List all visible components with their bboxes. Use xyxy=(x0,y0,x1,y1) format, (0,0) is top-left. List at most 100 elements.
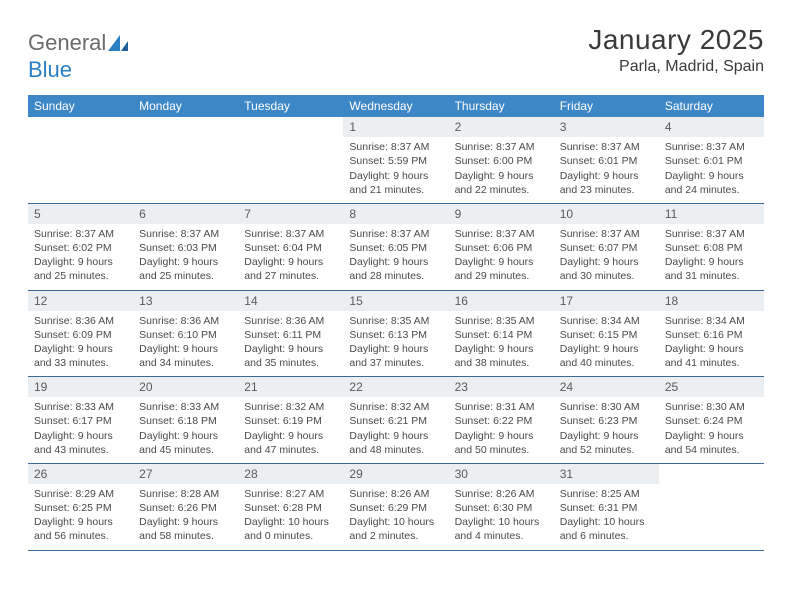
sunset-label: Sunset: xyxy=(455,242,491,254)
sunset-value: 5:59 PM xyxy=(388,155,427,167)
day-number: 4 xyxy=(659,117,764,137)
day-cell: .. xyxy=(133,117,238,203)
day-number: 25 xyxy=(659,377,764,397)
sunset-label: Sunset: xyxy=(244,415,280,427)
day-cell: 1Sunrise: 8:37 AMSunset: 5:59 PMDaylight… xyxy=(343,117,448,203)
dayhead-wed: Wednesday xyxy=(343,95,448,117)
day-number: 15 xyxy=(343,291,448,311)
day-number: 26 xyxy=(28,464,133,484)
sunrise-value: 8:37 AM xyxy=(601,228,640,240)
sunrise-label: Sunrise: xyxy=(665,315,704,327)
daylight-label: Daylight: xyxy=(244,256,285,268)
daylight-label: Daylight: xyxy=(139,430,180,442)
sunset-label: Sunset: xyxy=(349,329,385,341)
daylight-label: Daylight: xyxy=(665,343,706,355)
sunset-value: 6:14 PM xyxy=(493,329,532,341)
sunrise-label: Sunrise: xyxy=(244,315,283,327)
day-number: 7 xyxy=(238,204,343,224)
day-cell: 30Sunrise: 8:26 AMSunset: 6:30 PMDayligh… xyxy=(449,464,554,550)
sunset-value: 6:07 PM xyxy=(598,242,637,254)
daylight-label: Daylight: xyxy=(560,170,601,182)
title-block: January 2025 Parla, Madrid, Spain xyxy=(588,24,764,76)
sunrise-value: 8:36 AM xyxy=(286,315,325,327)
daylight-label: Daylight: xyxy=(560,343,601,355)
day-number: 18 xyxy=(659,291,764,311)
dayhead-mon: Monday xyxy=(133,95,238,117)
daylight-label: Daylight: xyxy=(560,516,601,528)
sunset-value: 6:02 PM xyxy=(73,242,112,254)
sunset-label: Sunset: xyxy=(139,329,175,341)
daylight-label: Daylight: xyxy=(34,343,75,355)
sunrise-value: 8:37 AM xyxy=(181,228,220,240)
daylight-label: Daylight: xyxy=(455,430,496,442)
sunset-label: Sunset: xyxy=(139,502,175,514)
sunset-value: 6:29 PM xyxy=(388,502,427,514)
daylight-label: Daylight: xyxy=(139,516,180,528)
sunset-value: 6:03 PM xyxy=(178,242,217,254)
dayhead-sat: Saturday xyxy=(659,95,764,117)
daylight-label: Daylight: xyxy=(349,343,390,355)
day-detail: Sunrise: 8:37 AMSunset: 5:59 PMDaylight:… xyxy=(343,137,448,203)
daylight-label: Daylight: xyxy=(455,516,496,528)
sunset-label: Sunset: xyxy=(244,502,280,514)
day-cell: 19Sunrise: 8:33 AMSunset: 6:17 PMDayligh… xyxy=(28,377,133,463)
daylight-label: Daylight: xyxy=(34,256,75,268)
sunset-value: 6:21 PM xyxy=(388,415,427,427)
daylight-label: Daylight: xyxy=(34,430,75,442)
sunset-value: 6:26 PM xyxy=(178,502,217,514)
day-cell: 29Sunrise: 8:26 AMSunset: 6:29 PMDayligh… xyxy=(343,464,448,550)
sunrise-label: Sunrise: xyxy=(244,401,283,413)
sunset-value: 6:16 PM xyxy=(703,329,742,341)
daylight-label: Daylight: xyxy=(139,343,180,355)
week-row: 5Sunrise: 8:37 AMSunset: 6:02 PMDaylight… xyxy=(28,204,764,291)
day-cell: 26Sunrise: 8:29 AMSunset: 6:25 PMDayligh… xyxy=(28,464,133,550)
sunset-label: Sunset: xyxy=(455,415,491,427)
dayhead-tue: Tuesday xyxy=(238,95,343,117)
day-number: 22 xyxy=(343,377,448,397)
day-number: 6 xyxy=(133,204,238,224)
day-number: 10 xyxy=(554,204,659,224)
day-detail: Sunrise: 8:37 AMSunset: 6:01 PMDaylight:… xyxy=(659,137,764,203)
day-cell: 27Sunrise: 8:28 AMSunset: 6:26 PMDayligh… xyxy=(133,464,238,550)
daylight-label: Daylight: xyxy=(665,430,706,442)
day-detail: Sunrise: 8:37 AMSunset: 6:06 PMDaylight:… xyxy=(449,224,554,290)
sunset-label: Sunset: xyxy=(34,242,70,254)
day-detail: Sunrise: 8:37 AMSunset: 6:04 PMDaylight:… xyxy=(238,224,343,290)
sunset-label: Sunset: xyxy=(349,242,385,254)
daylight-label: Daylight: xyxy=(349,516,390,528)
sunrise-label: Sunrise: xyxy=(665,141,704,153)
day-cell: 31Sunrise: 8:25 AMSunset: 6:31 PMDayligh… xyxy=(554,464,659,550)
sunrise-value: 8:37 AM xyxy=(286,228,325,240)
calendar-page: GeneralBlue January 2025 Parla, Madrid, … xyxy=(0,0,792,551)
day-detail: Sunrise: 8:37 AMSunset: 6:03 PMDaylight:… xyxy=(133,224,238,290)
day-cell: 2Sunrise: 8:37 AMSunset: 6:00 PMDaylight… xyxy=(449,117,554,203)
sunrise-value: 8:31 AM xyxy=(496,401,535,413)
sunset-value: 6:06 PM xyxy=(493,242,532,254)
calendar-grid: Sunday Monday Tuesday Wednesday Thursday… xyxy=(28,95,764,550)
day-detail: Sunrise: 8:37 AMSunset: 6:07 PMDaylight:… xyxy=(554,224,659,290)
sunrise-label: Sunrise: xyxy=(349,488,388,500)
day-detail: Sunrise: 8:26 AMSunset: 6:30 PMDaylight:… xyxy=(449,484,554,550)
sunrise-label: Sunrise: xyxy=(349,141,388,153)
sunrise-label: Sunrise: xyxy=(560,488,599,500)
daylight-label: Daylight: xyxy=(455,170,496,182)
day-cell: 21Sunrise: 8:32 AMSunset: 6:19 PMDayligh… xyxy=(238,377,343,463)
sunset-value: 6:05 PM xyxy=(388,242,427,254)
daylight-label: Daylight: xyxy=(244,343,285,355)
day-cell: 4Sunrise: 8:37 AMSunset: 6:01 PMDaylight… xyxy=(659,117,764,203)
day-detail: Sunrise: 8:28 AMSunset: 6:26 PMDaylight:… xyxy=(133,484,238,550)
sunset-value: 6:19 PM xyxy=(283,415,322,427)
sunset-label: Sunset: xyxy=(560,329,596,341)
day-detail: Sunrise: 8:33 AMSunset: 6:17 PMDaylight:… xyxy=(28,397,133,463)
sunset-label: Sunset: xyxy=(34,502,70,514)
week-row: ......1Sunrise: 8:37 AMSunset: 5:59 PMDa… xyxy=(28,117,764,204)
day-number: 31 xyxy=(554,464,659,484)
day-number: 29 xyxy=(343,464,448,484)
sunrise-label: Sunrise: xyxy=(34,401,73,413)
sunrise-label: Sunrise: xyxy=(455,488,494,500)
sunrise-label: Sunrise: xyxy=(34,228,73,240)
day-cell: 10Sunrise: 8:37 AMSunset: 6:07 PMDayligh… xyxy=(554,204,659,290)
day-cell: 22Sunrise: 8:32 AMSunset: 6:21 PMDayligh… xyxy=(343,377,448,463)
sunrise-value: 8:26 AM xyxy=(391,488,430,500)
sunrise-value: 8:25 AM xyxy=(601,488,640,500)
